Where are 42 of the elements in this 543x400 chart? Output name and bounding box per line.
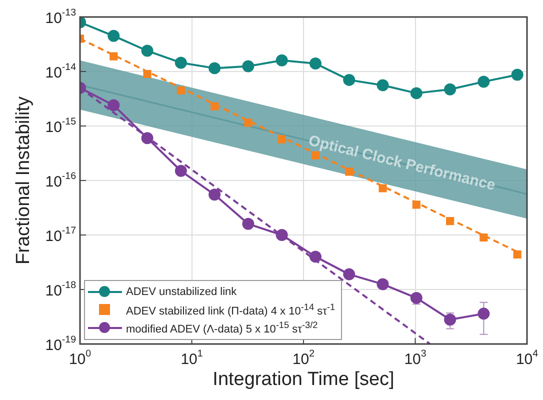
legend-label: modified ADEV (Λ-data) 5 x 10$^{-15}$ sτ$^{-3/2}$ <box>126 320 318 336</box>
y-axis-title: Fractional Instability <box>13 96 34 264</box>
point <box>276 54 288 66</box>
point <box>345 168 354 176</box>
x-axis-title: Integration Time [sec] <box>212 369 394 390</box>
point <box>278 135 286 144</box>
point <box>108 99 120 112</box>
point <box>343 74 356 86</box>
point <box>176 86 185 94</box>
point <box>376 278 389 290</box>
point <box>444 83 456 96</box>
point <box>478 76 490 88</box>
point <box>242 60 254 72</box>
point <box>110 52 118 60</box>
legend-label: ADEV unstabilized link <box>126 286 237 298</box>
point <box>410 87 422 100</box>
point <box>174 164 187 177</box>
point <box>511 68 524 81</box>
point <box>480 233 488 242</box>
point <box>210 102 219 110</box>
point <box>141 44 154 57</box>
point <box>141 132 154 144</box>
point <box>242 218 254 230</box>
point <box>444 314 456 326</box>
point <box>376 79 389 92</box>
point <box>208 188 221 201</box>
point <box>108 30 120 42</box>
point <box>174 56 187 69</box>
point <box>343 268 356 280</box>
point <box>143 70 152 78</box>
point <box>378 184 387 192</box>
point <box>208 62 221 74</box>
point <box>309 250 322 263</box>
point <box>276 229 288 241</box>
point <box>309 58 322 70</box>
legend-label: ADEV stabilized link (Π-data) 4 x 10$^{-14}$ sτ$^{-1}$ <box>126 302 336 318</box>
point <box>410 292 422 304</box>
point <box>412 200 420 209</box>
point <box>513 250 522 258</box>
point <box>244 118 252 127</box>
point <box>446 217 454 226</box>
point <box>478 308 490 320</box>
